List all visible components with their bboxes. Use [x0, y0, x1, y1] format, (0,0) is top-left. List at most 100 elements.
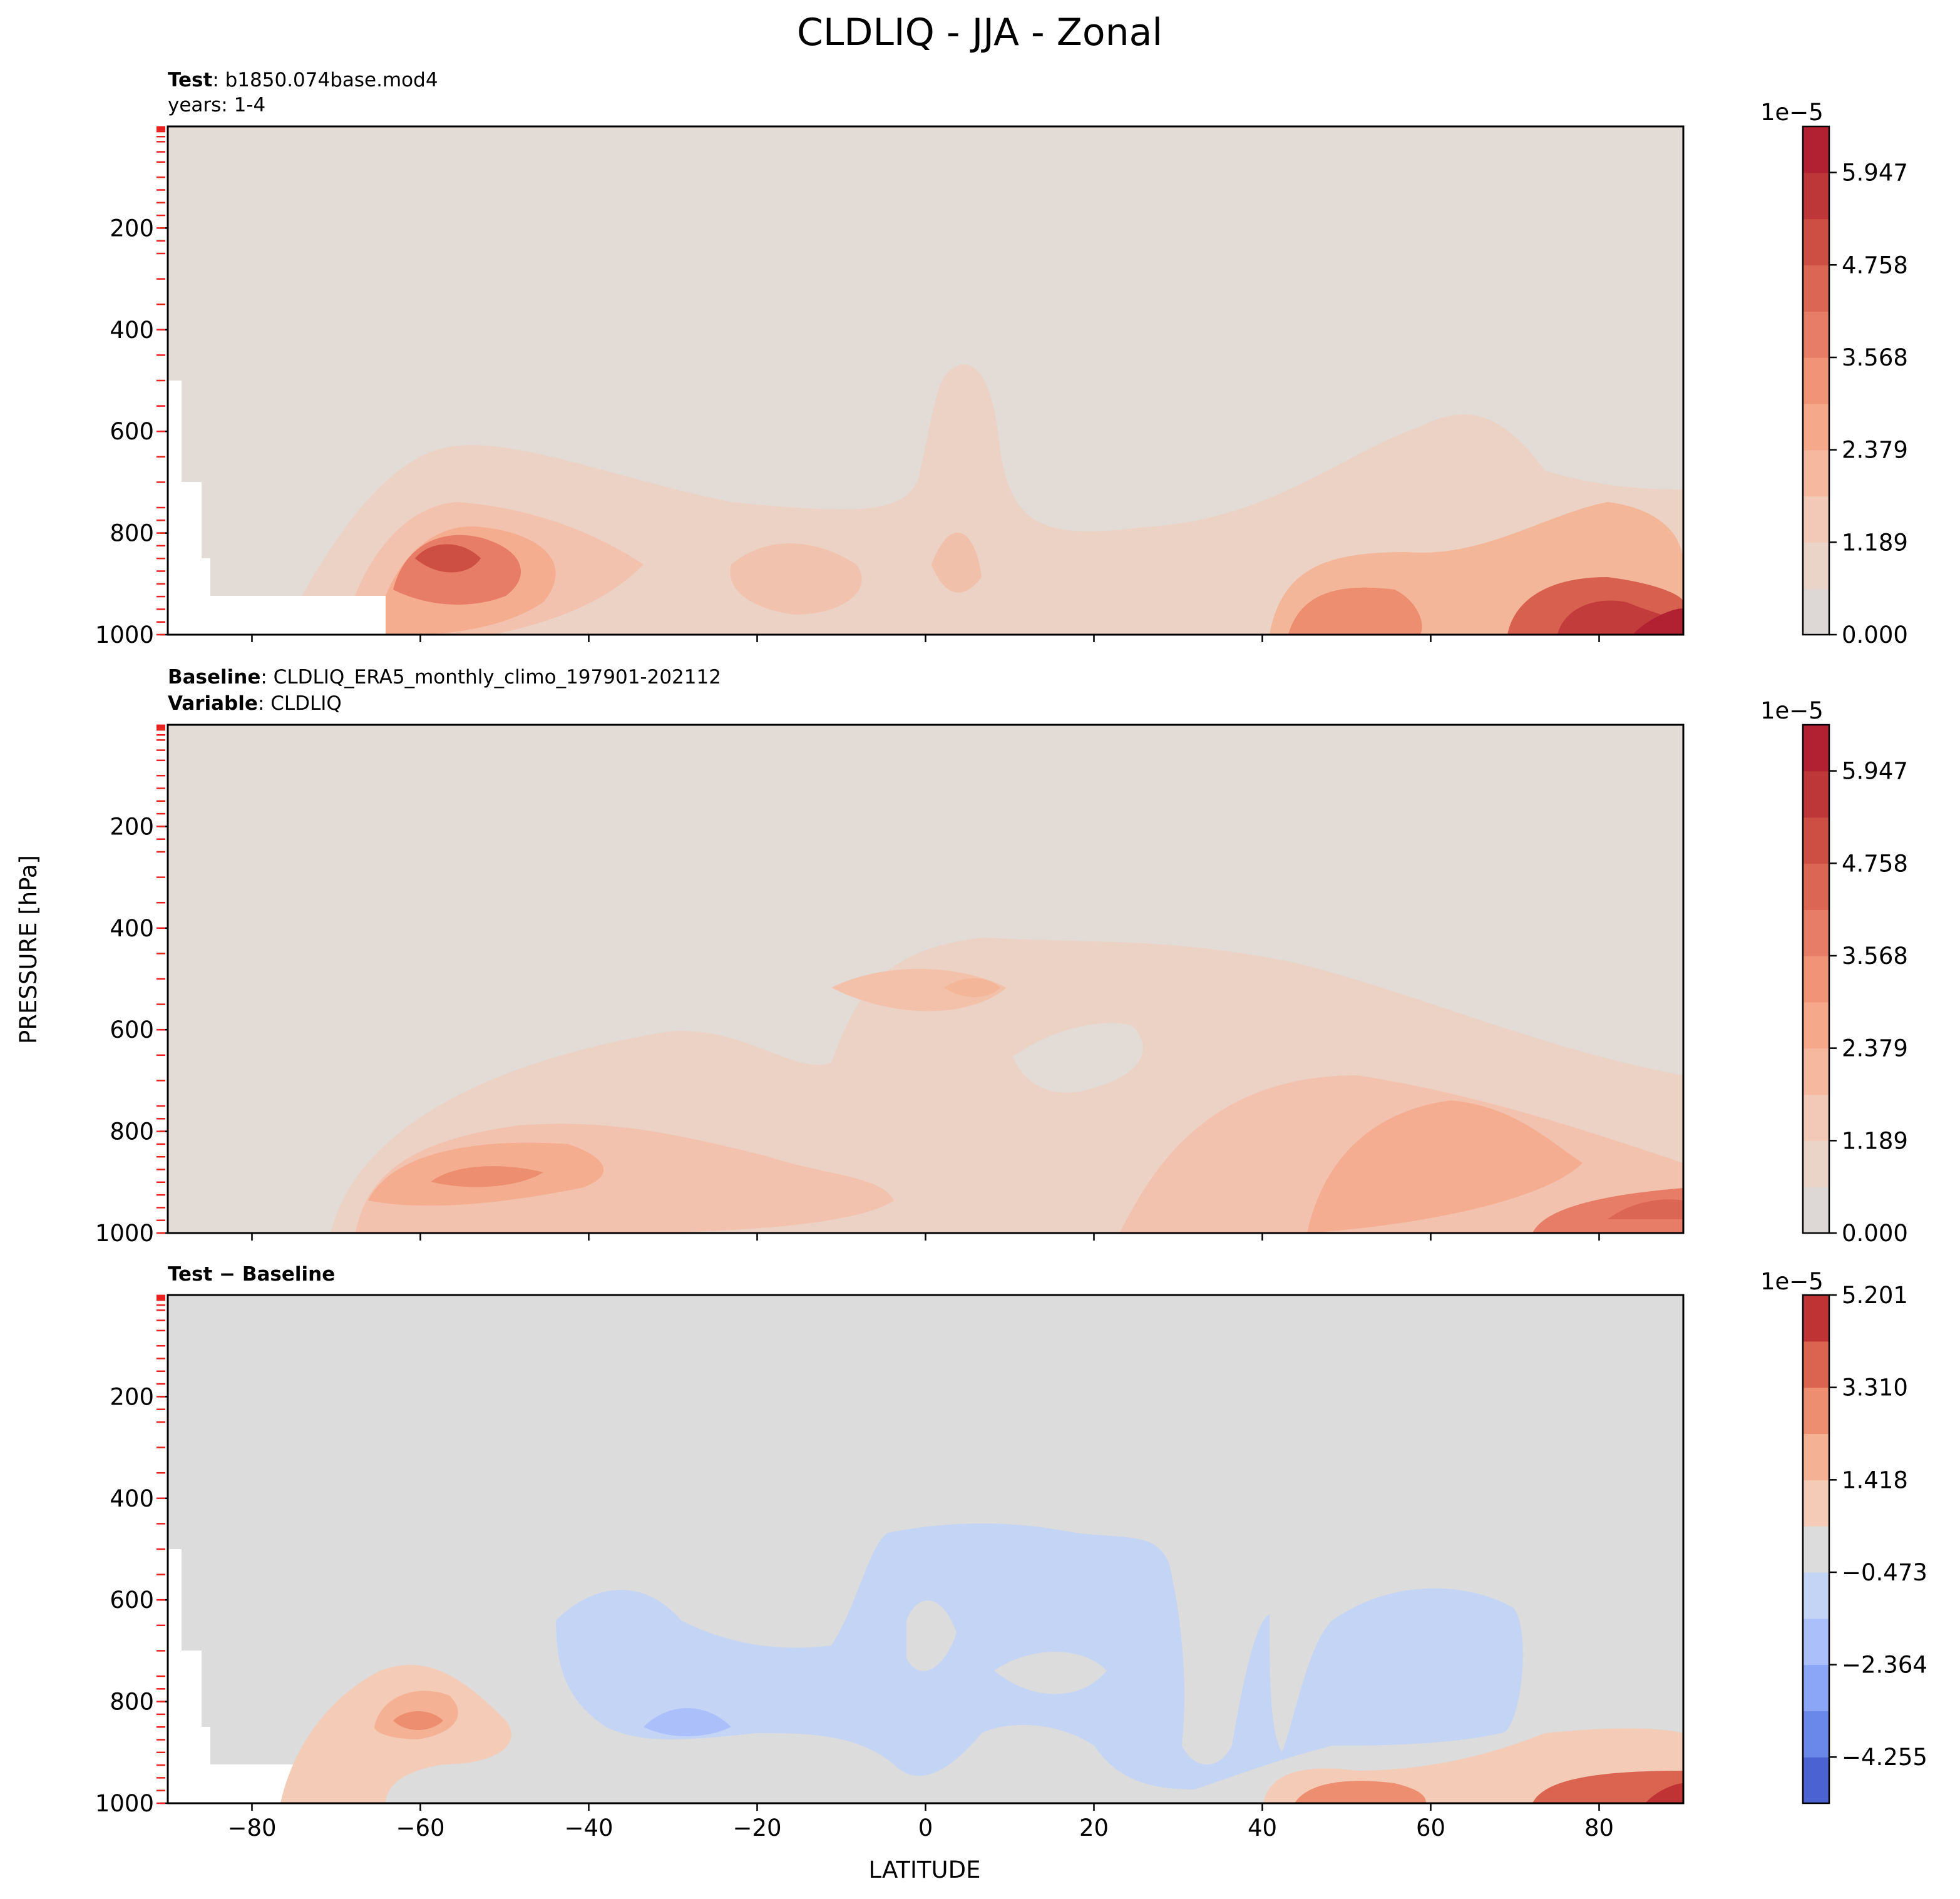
- colorbar-segment: [1803, 1757, 1829, 1804]
- panel-test-subtitle-line2: years: 1-4: [168, 94, 265, 116]
- y-tick-label: 800: [110, 520, 154, 547]
- diff-positive-band-5: [1295, 1781, 1426, 1803]
- colorbar-segment: [1803, 542, 1829, 589]
- panel-diff-plot-area: [168, 1295, 1683, 1803]
- colorbar-segment: [1803, 126, 1829, 173]
- y-tick-label: 200: [110, 813, 154, 840]
- colorbar-segment: [1803, 1001, 1829, 1049]
- y-tick-label: 800: [110, 1118, 154, 1145]
- panel-baseline-y-axis: 200 400 600 800 1000: [95, 813, 168, 1247]
- colorbar-segment: [1803, 357, 1829, 404]
- colorbar-segment: [1803, 1140, 1829, 1187]
- shared-x-label: LATITUDE: [869, 1856, 981, 1883]
- diff-negative-band-2: [644, 1708, 731, 1736]
- colorbar-segment: [1803, 1480, 1829, 1527]
- colorbar-tick-label: 0.000: [1842, 1220, 1908, 1247]
- y-tick-label: 1000: [95, 1220, 154, 1247]
- panel-test: Test: b1850.074base.mod4 years: 1-4 200 4…: [95, 69, 1908, 648]
- panel-diff-colorbar: 5.201 3.310 1.418 −0.473 −2.364 −4.255: [1802, 1282, 1927, 1804]
- panel-baseline-subtitle-text: : CLDLIQ_ERA5_monthly_climo_197901-20211…: [260, 666, 721, 688]
- y-tick-label: 600: [110, 1587, 154, 1614]
- colorbar-segment: [1803, 496, 1829, 543]
- panel-baseline-variable-text: : CLDLIQ: [258, 692, 342, 715]
- colorbar-segment: [1803, 1711, 1829, 1758]
- panel-test-level-marks: [156, 126, 165, 636]
- diff-positive-band-7: [1645, 1783, 1683, 1803]
- colorbar-frame: [1802, 125, 1830, 636]
- x-tick-label: 80: [1584, 1815, 1614, 1841]
- test-missing-terrain: [168, 381, 386, 635]
- colorbar-segment: [1803, 311, 1829, 358]
- diff-hole-2: [994, 1652, 1107, 1694]
- colorbar-tick-label: 2.379: [1842, 437, 1908, 464]
- y-tick-label: 200: [110, 1383, 154, 1410]
- colorbar-segment: [1803, 1048, 1829, 1095]
- colorbar-tick-label: 3.568: [1842, 943, 1908, 970]
- colorbar-frame: [1802, 724, 1830, 1234]
- x-tick-label: −60: [396, 1815, 444, 1841]
- panel-diff-colorbar-exponent: 1e−5: [1760, 1268, 1824, 1295]
- panel-test-colorbar: 5.947 4.758 3.568 2.379 1.189 0.000: [1802, 125, 1908, 648]
- colorbar-segment: [1803, 265, 1829, 312]
- baseline-hole: [1013, 1023, 1143, 1093]
- colorbar-tick-label: 1.189: [1842, 529, 1908, 556]
- colorbar-segment: [1803, 725, 1829, 772]
- test-band-3: [730, 543, 862, 615]
- colorbar-tick-label: 4.758: [1842, 252, 1908, 279]
- y-tick-label: 1000: [95, 1790, 154, 1817]
- panel-diff-x-axis: −80 −60 −40 −20 0 20 40 60 80: [227, 1803, 1614, 1841]
- colorbar-segment: [1803, 1664, 1829, 1711]
- colorbar-tick-label: 3.310: [1842, 1374, 1908, 1401]
- colorbar-segment: [1803, 1341, 1829, 1388]
- shared-y-label: PRESSURE [hPa]: [15, 855, 42, 1044]
- baseline-band-10: [1608, 1199, 1683, 1219]
- colorbar-segment: [1803, 588, 1829, 635]
- colorbar-tick-label: 1.418: [1842, 1466, 1908, 1493]
- colorbar-segment: [1803, 817, 1829, 864]
- panel-baseline-plot-area: [168, 725, 1683, 1233]
- y-tick-label: 200: [110, 215, 154, 242]
- panel-baseline: Baseline: CLDLIQ_ERA5_monthly_climo_1979…: [95, 666, 1908, 1247]
- test-band-7: [415, 544, 481, 573]
- colorbar-segment: [1803, 1295, 1829, 1342]
- y-tick-label: 400: [110, 915, 154, 942]
- colorbar-tick-label: 4.758: [1842, 850, 1908, 877]
- test-band-12: [1633, 608, 1683, 635]
- panel-test-subtitle-bold: Test: [168, 69, 213, 91]
- colorbar-segment: [1803, 956, 1829, 1003]
- colorbar-segment: [1803, 770, 1829, 818]
- panel-baseline-subtitle-bold: Baseline: [168, 666, 260, 688]
- colorbar-tick-label: 5.947: [1842, 758, 1908, 785]
- panel-baseline-colorbar-exponent: 1e−5: [1760, 697, 1824, 724]
- colorbar-segment: [1803, 1572, 1829, 1619]
- figure-title: CLDLIQ - JJA - Zonal: [797, 11, 1162, 54]
- colorbar-segment: [1803, 1433, 1829, 1480]
- test-band-4: [931, 533, 982, 593]
- colorbar-tick-label: −0.473: [1842, 1559, 1927, 1586]
- baseline-band-3: [831, 969, 1007, 1011]
- colorbar-segment: [1803, 1526, 1829, 1573]
- x-tick-label: 0: [918, 1815, 933, 1841]
- baseline-band-9: [1532, 1188, 1683, 1233]
- baseline-band-8: [1307, 1100, 1583, 1233]
- panel-test-y-axis: 200 400 600 800 1000: [95, 215, 168, 648]
- colorbar-tick-label: 3.568: [1842, 344, 1908, 371]
- panel-baseline-x-axis: [251, 1233, 1600, 1241]
- colorbar-tick-label: −2.364: [1842, 1652, 1927, 1679]
- panel-baseline-colorbar: 5.947 4.758 3.568 2.379 1.189 0.000: [1802, 724, 1908, 1247]
- diff-positive-band-6: [1532, 1771, 1683, 1803]
- x-tick-label: −20: [732, 1815, 781, 1841]
- diff-positive-band-3: [393, 1711, 443, 1730]
- colorbar-segment: [1803, 1187, 1829, 1234]
- panel-diff-level-marks: [156, 1294, 165, 1804]
- colorbar-segment: [1803, 449, 1829, 497]
- x-tick-label: −80: [227, 1815, 276, 1841]
- panel-diff-y-axis: 200 400 600 800 1000: [95, 1383, 168, 1817]
- y-tick-label: 1000: [95, 622, 154, 648]
- x-tick-label: −40: [564, 1815, 613, 1841]
- colorbar-segment: [1803, 218, 1829, 266]
- y-tick-label: 600: [110, 1016, 154, 1043]
- panel-baseline-level-marks: [156, 724, 165, 1234]
